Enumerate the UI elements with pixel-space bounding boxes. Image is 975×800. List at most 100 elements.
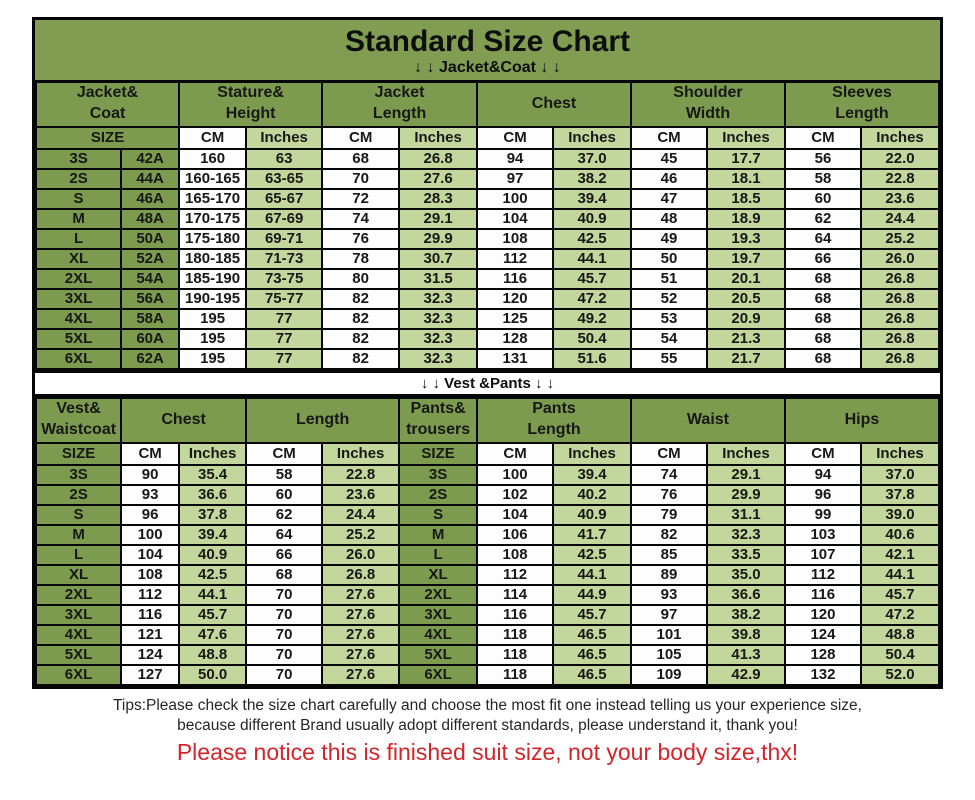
cm-value-cell: 97 [629,603,709,626]
inches-value-cell: 26.0 [860,247,940,270]
inches-value-cell: 38.2 [706,603,786,626]
size-cell: S [34,503,123,526]
inches-value-cell: 22.0 [860,147,940,170]
cm-value-cell: 76 [629,483,709,506]
inches-value-cell: 32.3 [398,287,479,310]
cm-header: CM [783,125,863,150]
cm-value-cell: 114 [476,583,555,606]
cm-value-cell: 160-165 [178,167,248,190]
inches-value-cell: 25.2 [860,227,940,250]
inches-value-cell: 65-67 [245,187,324,210]
inches-value-cell: 67-69 [245,207,324,230]
jacket-unit-header-row: SIZE CM Inches CM Inches CM Inches CM In… [34,125,940,150]
inches-value-cell: 42.9 [706,663,786,686]
inches-value-cell: 49.2 [552,307,632,330]
table-row: 3XL 116 45.7 70 27.6 3XL 116 45.7 97 38.2 120 47.2 [34,603,940,626]
size-cell: M [34,207,123,230]
size-cell: 6XL [34,663,123,686]
cm-value-cell: 68 [783,267,863,290]
inches-value-cell: 20.1 [706,267,786,290]
inches-value-cell: 37.0 [552,147,632,170]
inches-value-cell: 26.0 [321,543,401,566]
inches-value-cell: 40.9 [552,207,632,230]
cm-value-cell: 128 [476,327,555,350]
inches-value-cell: 32.3 [706,523,786,546]
inches-value-cell: 33.5 [706,543,786,566]
inches-value-cell: 28.3 [398,187,479,210]
size-cell: 2S [34,167,123,190]
inches-value-cell: 50.0 [178,663,248,686]
cm-value-cell: 108 [120,563,181,586]
inches-value-cell: 40.9 [552,503,632,526]
cm-value-cell: 82 [321,347,401,370]
finished-size-notice: Please notice this is finished suit size… [176,739,799,766]
cm-value-cell: 56 [783,147,863,170]
cm-value-cell: 118 [476,623,555,646]
tips-line-1: Tips:Please check the size chart careful… [113,696,862,714]
inches-value-cell: 25.2 [321,523,401,546]
inches-value-cell: 26.8 [860,287,940,310]
size-cell: 56A [120,287,181,310]
inches-value-cell: 26.8 [321,563,401,586]
size-cell: 3S [34,147,123,170]
vest-chest-column-header: Chest [120,396,248,444]
waist-column-header: Waist [629,396,786,444]
inches-header: Inches [860,441,940,466]
table-row: 6XL 127 50.0 70 27.6 6XL 118 46.5 109 42.9 132 52.0 [34,663,940,686]
table-row: L 104 40.9 66 26.0 L 108 42.5 85 33.5 107 42.1 [34,543,940,566]
table-row: 2S 93 36.6 60 23.6 2S 102 40.2 76 29.9 96 37.8 [34,483,940,506]
cm-value-cell: 68 [321,147,401,170]
cm-value-cell: 74 [321,207,401,230]
inches-value-cell: 39.8 [706,623,786,646]
inches-value-cell: 23.6 [860,187,940,210]
table-row: M 100 39.4 64 25.2 M 106 41.7 82 32.3 103 40.6 [34,523,940,546]
cm-value-cell: 112 [783,563,863,586]
inches-value-cell: 39.4 [178,523,248,546]
size-cell: 2XL [398,583,479,606]
inches-value-cell: 24.4 [321,503,401,526]
cm-value-cell: 160 [178,147,248,170]
inches-value-cell: 40.9 [178,543,248,566]
size-cell: 6XL [34,347,123,370]
inches-value-cell: 26.8 [860,307,940,330]
cm-value-cell: 60 [245,483,324,506]
inches-value-cell: 26.8 [860,327,940,350]
inches-value-cell: 18.9 [706,207,786,230]
inches-value-cell: 22.8 [860,167,940,190]
inches-value-cell: 45.7 [860,583,940,606]
inches-header: Inches [321,441,401,466]
size-cell: L [398,543,479,566]
cm-value-cell: 58 [783,167,863,190]
table-row: 3S 42A 160 63 68 26.8 94 37.0 45 17.7 56 22.0 [34,147,940,170]
cm-value-cell: 96 [120,503,181,526]
cm-value-cell: 100 [120,523,181,546]
table-row: 3XL 56A 190-195 75-77 82 32.3 120 47.2 52 20.5 68 2… [34,287,940,310]
footer-tips: Tips:Please check the size chart careful… [0,689,975,768]
size-cell: 3S [398,463,479,486]
inches-value-cell: 47.2 [860,603,940,626]
inches-value-cell: 23.6 [321,483,401,506]
jacket-coat-column-header: Jacket& Coat [34,80,181,128]
cm-header: CM [178,125,248,150]
cm-value-cell: 116 [476,603,555,626]
cm-value-cell: 116 [120,603,181,626]
jacket-group-header-row: Jacket& Coat Stature& Height Jacket Leng… [34,80,941,128]
table-row: XL 108 42.5 68 26.8 XL 112 44.1 89 35.0 112 44.1 [34,563,940,586]
cm-value-cell: 100 [476,187,555,210]
cm-value-cell: 104 [476,503,555,526]
size-cell: 58A [120,307,181,330]
cm-value-cell: 82 [629,523,709,546]
cm-value-cell: 190-195 [178,287,248,310]
cm-value-cell: 53 [629,307,709,330]
cm-value-cell: 94 [476,147,555,170]
size-cell: 48A [120,207,181,230]
inches-value-cell: 24.4 [860,207,940,230]
cm-header: CM [629,125,709,150]
size-cell: 2S [34,483,123,506]
cm-value-cell: 46 [629,167,709,190]
vest-pants-banner: ↓ ↓ Vest &Pants ↓ ↓ [35,369,940,397]
table-row: 5XL 60A 195 77 82 32.3 128 50.4 54 21.3 68 26.8 [34,327,940,350]
inches-value-cell: 46.5 [552,663,632,686]
size-cell: 2S [398,483,479,506]
inches-value-cell: 44.9 [552,583,632,606]
